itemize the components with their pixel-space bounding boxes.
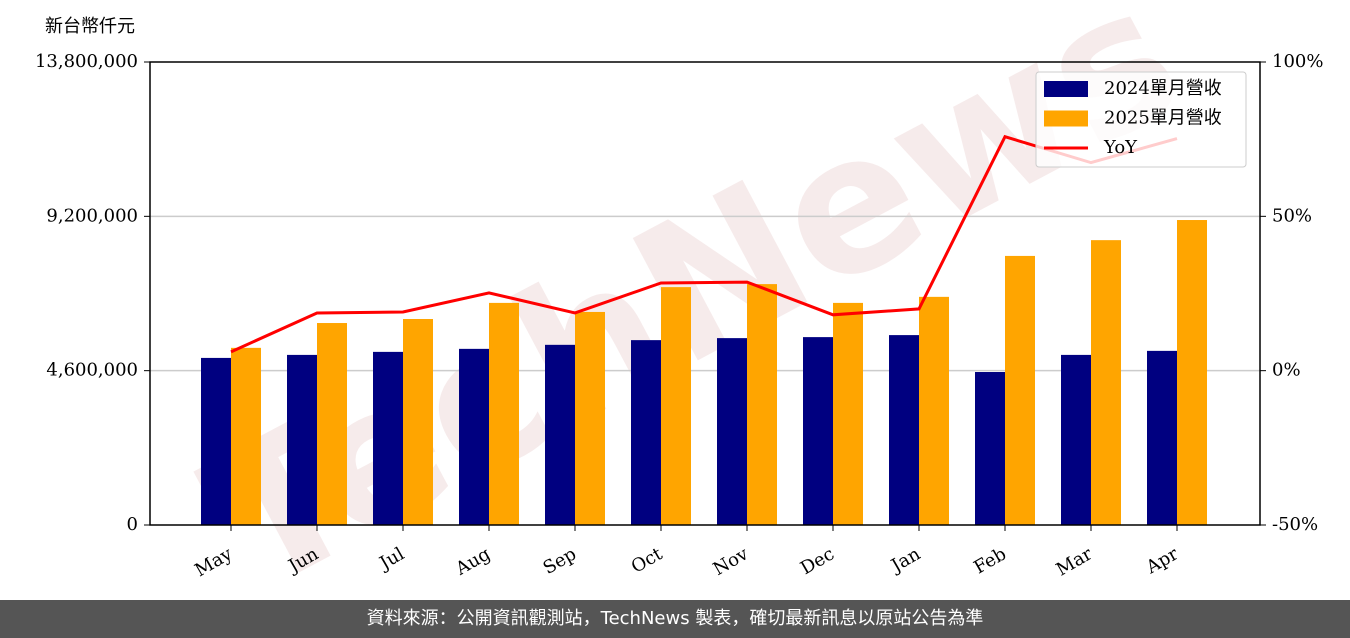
- legend-label: 2025單月營收: [1104, 108, 1222, 129]
- legend-box: [1035, 71, 1247, 168]
- plot-frame: [149, 61, 1261, 526]
- bar: [1091, 240, 1121, 525]
- legend-swatch: [1044, 110, 1088, 127]
- x-tick-label: Jan: [886, 543, 924, 577]
- x-tick-label: Feb: [970, 543, 1010, 578]
- y-axis-label: 新台幣仟元: [45, 16, 135, 37]
- bar: [975, 372, 1005, 525]
- bar: [403, 318, 433, 525]
- bar: [317, 323, 347, 525]
- bar: [919, 296, 949, 525]
- x-tick-label: May: [191, 543, 236, 581]
- x-tick-label: Sep: [540, 543, 580, 578]
- x-tick-label: Aug: [451, 543, 494, 580]
- x-tick-label: Nov: [710, 543, 753, 580]
- y2-tick-label: 100%: [1272, 51, 1323, 72]
- y-tick-label: 13,800,000: [35, 51, 138, 72]
- x-tick-label: Dec: [797, 543, 838, 579]
- y2-tick-label: 0%: [1272, 360, 1301, 381]
- bar: [889, 335, 919, 525]
- bar: [1061, 354, 1091, 525]
- bar: [231, 347, 261, 525]
- bar: [833, 302, 863, 525]
- bar: [575, 311, 605, 525]
- bar: [1177, 220, 1207, 525]
- bar: [803, 337, 833, 525]
- bar: [373, 351, 403, 525]
- footer: 資料來源：公開資訊觀測站，TechNews 製表，確切最新訊息以原站公告為準: [0, 600, 1350, 638]
- legend-swatch: [1044, 81, 1088, 97]
- bar: [717, 338, 747, 525]
- line: [230, 134, 1178, 354]
- y-tick-label: 0: [127, 514, 138, 535]
- x-tick-label: Apr: [1142, 543, 1182, 578]
- x-tick-label: Mar: [1053, 543, 1097, 580]
- y-tick-label: 4,600,000: [46, 360, 138, 381]
- bar: [545, 344, 575, 525]
- bar: [201, 357, 231, 525]
- legend-label: 2024單月營收: [1104, 78, 1222, 99]
- bar: [1005, 255, 1035, 525]
- chart: 新台幣仟元 TechNews 04,600,0009,200,00013,800…: [35, 0, 1324, 634]
- y-tick-label: 9,200,000: [46, 205, 138, 226]
- y2-tick-label: 50%: [1272, 205, 1312, 226]
- bar: [747, 284, 777, 525]
- bar: [631, 340, 661, 525]
- bar: [661, 287, 691, 525]
- bar: [489, 302, 519, 525]
- y2-tick-label: -50%: [1272, 514, 1318, 535]
- bar: [1147, 350, 1177, 525]
- x-tick-label: Oct: [628, 543, 667, 578]
- bar: [459, 348, 489, 525]
- bar: [287, 354, 317, 525]
- legend-label: YoY: [1103, 137, 1138, 158]
